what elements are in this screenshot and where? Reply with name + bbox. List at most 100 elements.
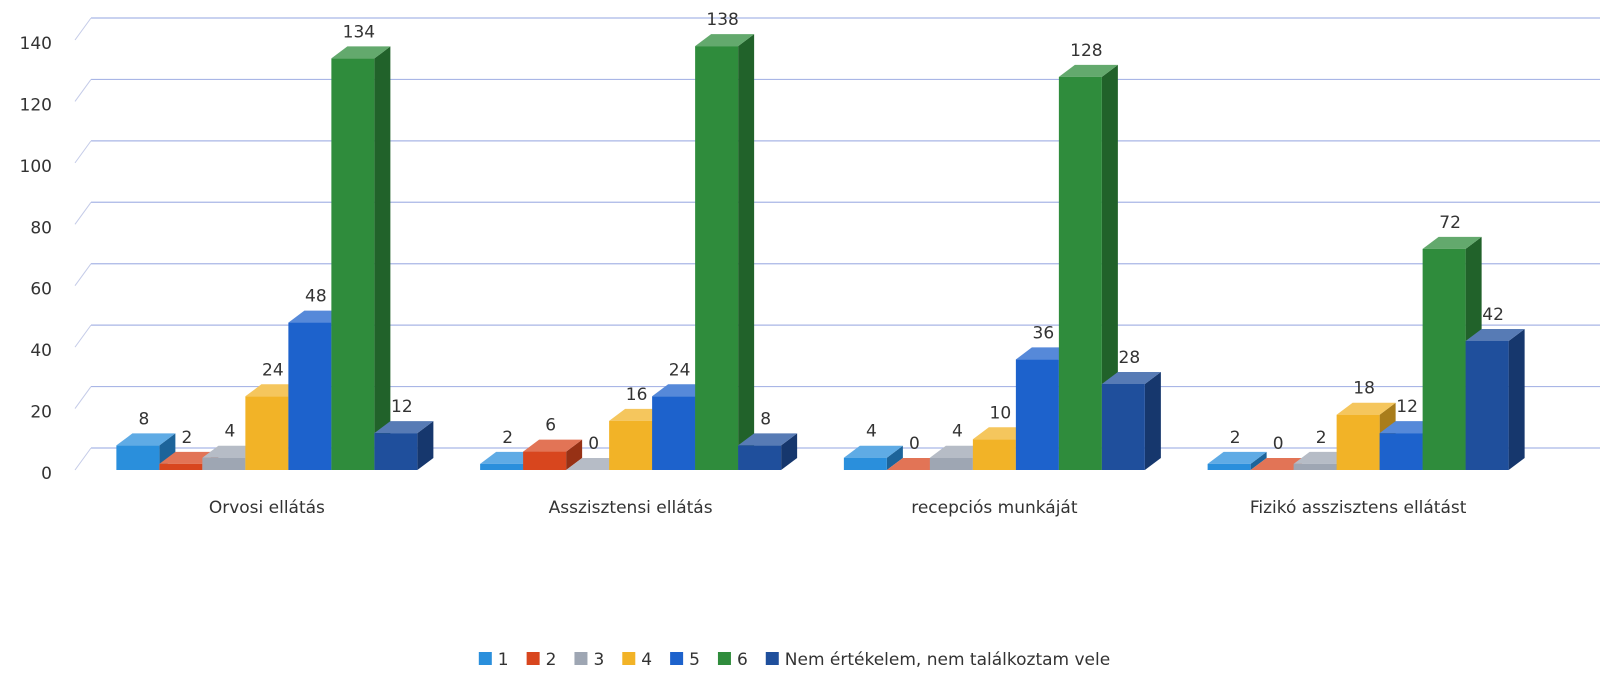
- bar: [929, 457, 973, 470]
- value-label: 42: [1482, 305, 1504, 325]
- bar-top: [331, 46, 391, 59]
- value-label: 16: [626, 385, 648, 405]
- value-label: 8: [138, 409, 149, 429]
- value-label: 10: [990, 403, 1012, 423]
- y-tick-label: 140: [20, 34, 52, 54]
- bar: [738, 445, 782, 470]
- legend-swatch: [622, 652, 636, 665]
- grid-line-floor: [74, 140, 92, 164]
- bar: [202, 457, 246, 470]
- bar: [1293, 463, 1337, 470]
- bar-side: [886, 445, 903, 470]
- bar: [116, 445, 160, 470]
- legend-label: 1: [498, 650, 509, 670]
- bar: [1465, 341, 1509, 470]
- value-label: 36: [1033, 323, 1055, 343]
- grid-line-floor: [74, 324, 92, 348]
- bar-side: [1250, 451, 1267, 470]
- legend-swatch: [717, 652, 731, 665]
- value-label: 72: [1439, 213, 1461, 233]
- value-label: 4: [224, 422, 235, 442]
- bar-top: [1422, 236, 1482, 249]
- value-label: 128: [1070, 41, 1102, 61]
- bar: [1379, 433, 1423, 470]
- bar-top: [374, 421, 434, 434]
- y-tick-label: 100: [20, 157, 52, 177]
- bar-side: [1101, 64, 1118, 470]
- bar: [523, 451, 567, 470]
- bar: [609, 420, 653, 470]
- y-tick-label: 120: [20, 95, 52, 115]
- legend-label: 2: [546, 650, 557, 670]
- value-label: 18: [1353, 379, 1375, 399]
- grid-line-floor: [74, 447, 92, 471]
- value-label: 12: [391, 397, 413, 417]
- legend: 1 2 3 4 5 6 Nem értékelem, nem találkoztam vel…: [478, 650, 1110, 670]
- bar-side: [566, 439, 583, 470]
- x-tick-label: Asszisztensi ellátás: [549, 498, 713, 518]
- bar-top: [116, 433, 176, 446]
- x-tick-label: Orvosi ellátás: [209, 498, 325, 518]
- bar-side: [417, 421, 434, 470]
- bar-side: [1508, 329, 1525, 470]
- value-label: 2: [1316, 428, 1327, 448]
- value-label: 138: [706, 10, 738, 30]
- bar-top: [1101, 372, 1161, 384]
- value-label: 2: [1230, 428, 1241, 448]
- bar-top: [1336, 402, 1396, 415]
- value-label: 8: [760, 409, 771, 429]
- bar: [843, 457, 887, 470]
- y-tick-label: 60: [30, 280, 52, 300]
- bar: [652, 396, 696, 470]
- bar: [374, 433, 418, 470]
- value-label: 4: [952, 422, 963, 442]
- bar-top: [523, 439, 583, 452]
- y-tick-label: 40: [30, 341, 52, 361]
- bar: [480, 463, 524, 470]
- bar-side: [738, 34, 755, 471]
- grid-line-floor: [74, 17, 92, 41]
- value-label: 24: [669, 360, 691, 380]
- y-tick-label: 20: [30, 403, 52, 423]
- value-label: 12: [1396, 397, 1418, 417]
- y-tick-label: 80: [30, 218, 52, 238]
- value-label: 0: [1273, 434, 1284, 454]
- value-label: 0: [588, 434, 599, 454]
- bar: [1336, 414, 1380, 470]
- bar-top: [843, 445, 903, 458]
- value-label: 48: [305, 287, 327, 307]
- x-tick-label: recepciós munkáját: [911, 498, 1078, 518]
- legend-swatch: [526, 652, 540, 665]
- y-tick-label: 0: [41, 464, 52, 484]
- bar: [1101, 384, 1145, 470]
- bar-side: [781, 433, 798, 470]
- bar-top: [1465, 329, 1525, 341]
- x-tick-label: Fizikó asszisztens ellátást: [1250, 498, 1467, 518]
- bar-side: [374, 46, 391, 471]
- bar: [331, 58, 375, 471]
- bar: [972, 439, 1016, 470]
- bar-top: [738, 433, 798, 446]
- legend-label: Nem értékelem, nem találkoztam vele: [785, 650, 1110, 670]
- bar-top: [695, 34, 755, 47]
- value-label: 4: [866, 422, 877, 442]
- bar: [1422, 248, 1466, 470]
- grid-line-floor: [74, 79, 92, 102]
- grid-line-floor: [74, 263, 92, 287]
- bar-top: [1207, 451, 1267, 464]
- bar: [1207, 463, 1251, 470]
- bar: [1058, 76, 1102, 470]
- value-label: 2: [502, 428, 513, 448]
- legend-label: 3: [593, 650, 604, 670]
- bar-side: [1144, 372, 1161, 470]
- value-label: 28: [1119, 348, 1141, 368]
- bar-top: [1058, 64, 1118, 77]
- value-label: 134: [343, 22, 375, 42]
- legend-label: 6: [737, 650, 748, 670]
- legend-swatch: [478, 652, 492, 665]
- value-label: 6: [545, 416, 556, 436]
- bar: [695, 46, 739, 471]
- legend-label: 4: [641, 650, 652, 670]
- bar: [159, 463, 203, 470]
